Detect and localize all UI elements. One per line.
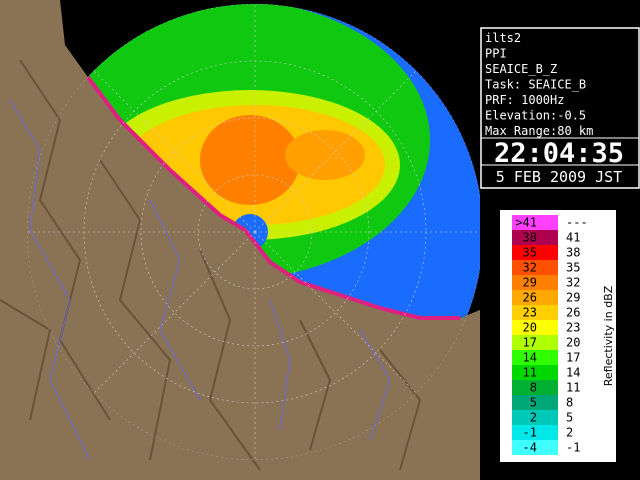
- legend-high: 5: [566, 411, 573, 425]
- legend-low: 38: [523, 231, 537, 245]
- legend-low: 29: [523, 276, 537, 290]
- info-line: Elevation:-0.5: [485, 109, 586, 123]
- legend-low: -4: [523, 441, 537, 455]
- legend-swatch: [512, 365, 558, 380]
- legend-swatch: [512, 320, 558, 335]
- legend-swatch: [512, 380, 558, 395]
- legend-swatch: [512, 305, 558, 320]
- legend-swatch: [512, 350, 558, 365]
- legend-swatch: [512, 275, 558, 290]
- legend-high: 41: [566, 231, 580, 245]
- legend-low: >41: [515, 216, 537, 230]
- legend-swatch: [512, 335, 558, 350]
- info-line: PPI: [485, 47, 507, 61]
- legend-low: 35: [523, 246, 537, 260]
- time: 22:04:35: [494, 138, 624, 169]
- legend-low: 5: [530, 396, 537, 410]
- info-panel: 22:04:35 5 FEB 2009 JST ilts2 PPISEAICE_B…: [480, 27, 640, 189]
- legend-high: 8: [566, 396, 573, 410]
- legend-low: 32: [523, 261, 537, 275]
- legend-high: 20: [566, 336, 580, 350]
- legend-high: 23: [566, 321, 580, 335]
- info-line: PRF: 1000Hz: [485, 93, 564, 107]
- info-line: SEAICE_B_Z: [485, 62, 557, 76]
- terrain-texture: [0, 59, 422, 471]
- info-line: Max Range:80 km: [485, 124, 593, 138]
- legend-swatch: [512, 230, 558, 245]
- legend-high: 29: [566, 291, 580, 305]
- legend-swatch: [512, 440, 558, 455]
- legend-high: 11: [566, 381, 580, 395]
- legend-high: 17: [566, 351, 580, 365]
- info-line: ilts2: [485, 31, 521, 45]
- legend-low: 26: [523, 291, 537, 305]
- legend-low: 11: [523, 366, 537, 380]
- range-rings: [27, 4, 483, 460]
- legend-high: ---: [566, 216, 588, 230]
- info-line: Task: SEAICE_B: [485, 78, 586, 92]
- legend-low: 20: [523, 321, 537, 335]
- rivers: [9, 99, 391, 461]
- legend-low: 2: [530, 411, 537, 425]
- legend-low: 17: [523, 336, 537, 350]
- coast-clutter: [63, 43, 460, 320]
- legend-high: 32: [566, 276, 580, 290]
- legend-swatch: [512, 215, 558, 230]
- legend-high: -1: [566, 441, 580, 455]
- echo-orange: [285, 130, 365, 180]
- legend-low: -1: [523, 426, 537, 440]
- echo-orange: [200, 115, 300, 205]
- legend-low: 23: [523, 306, 537, 320]
- legend-high: 35: [566, 261, 580, 275]
- date: 5 FEB 2009 JST: [496, 168, 622, 186]
- legend-swatch: [512, 260, 558, 275]
- legend-swatch: [512, 245, 558, 260]
- legend-high: 26: [566, 306, 580, 320]
- legend-title: Reflectivity in dBZ: [602, 285, 615, 386]
- legend-low: 14: [523, 351, 537, 365]
- legend-swatch: [512, 290, 558, 305]
- legend-swatch: [512, 425, 558, 440]
- legend-swatch: [512, 395, 558, 410]
- legend-high: 14: [566, 366, 580, 380]
- info-box: [480, 27, 640, 189]
- legend-high: 38: [566, 246, 580, 260]
- legend-high: 2: [566, 426, 573, 440]
- legend-swatch: [512, 410, 558, 425]
- legend-low: 8: [530, 381, 537, 395]
